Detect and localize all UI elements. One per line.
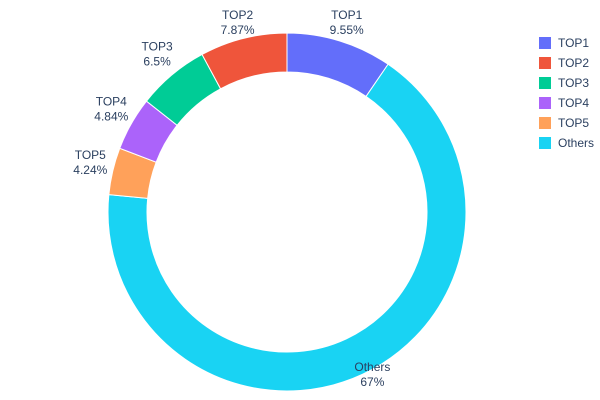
legend-item-top1[interactable]: TOP1	[538, 36, 594, 50]
legend-item-others[interactable]: Others	[538, 136, 594, 150]
legend-swatch	[538, 37, 551, 49]
slice-label-top1: TOP1 9.55%	[330, 8, 364, 37]
legend-swatch	[538, 57, 551, 69]
legend-item-top3[interactable]: TOP3	[538, 76, 594, 90]
legend-swatch	[538, 117, 551, 129]
slice-label-top3: TOP3 6.5%	[142, 39, 173, 68]
legend-swatch	[538, 97, 551, 109]
legend-label: TOP2	[557, 56, 590, 70]
pie-slice-others[interactable]	[107, 63, 467, 392]
legend: TOP1 TOP2 TOP3 TOP4 TOP5 Others	[538, 36, 594, 150]
slice-label-others: Others 67%	[354, 360, 390, 389]
slice-label-top4: TOP4 4.84%	[94, 94, 128, 123]
legend-item-top2[interactable]: TOP2	[538, 56, 594, 70]
legend-swatch	[538, 137, 551, 149]
legend-item-top4[interactable]: TOP4	[538, 96, 594, 110]
slice-label-top5: TOP5 4.24%	[73, 148, 107, 177]
legend-label: TOP3	[557, 76, 590, 90]
legend-item-top5[interactable]: TOP5	[538, 116, 594, 130]
legend-label: TOP1	[557, 36, 590, 50]
legend-swatch	[538, 77, 551, 89]
pie-slice-top2[interactable]	[201, 32, 288, 90]
legend-label: TOP5	[557, 116, 590, 130]
slice-label-top2: TOP2 7.87%	[221, 8, 255, 37]
legend-label: Others	[557, 136, 594, 150]
legend-label: TOP4	[557, 96, 590, 110]
